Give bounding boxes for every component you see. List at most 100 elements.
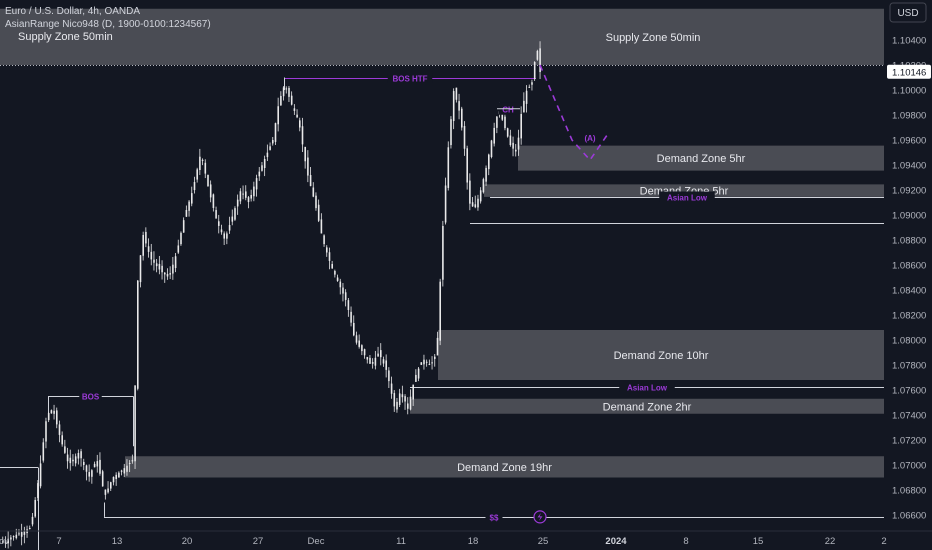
price-tick-label: 1.09400 bbox=[892, 161, 926, 172]
candle-body bbox=[107, 488, 109, 493]
time-tick-label: 25 bbox=[538, 536, 549, 547]
projection-path[interactable] bbox=[539, 64, 609, 162]
candle-body bbox=[366, 356, 369, 360]
candle-body bbox=[96, 461, 99, 467]
candle-body bbox=[309, 175, 312, 187]
candle-body bbox=[396, 401, 398, 410]
candle-body bbox=[409, 396, 412, 410]
price-tick-label: 1.09600 bbox=[892, 136, 926, 147]
candle-body bbox=[112, 476, 115, 483]
candle-body bbox=[272, 140, 274, 144]
candle-body bbox=[204, 162, 207, 174]
candle-body bbox=[2, 541, 4, 543]
zone-box[interactable] bbox=[410, 398, 884, 414]
price-tick-label: 1.07000 bbox=[892, 461, 926, 472]
candle-body bbox=[315, 195, 317, 209]
candle-body bbox=[245, 191, 247, 198]
candle-body bbox=[115, 474, 117, 479]
candle-body bbox=[280, 95, 282, 106]
candle-body bbox=[212, 194, 215, 208]
candle-body bbox=[431, 362, 433, 364]
candle-body bbox=[506, 128, 509, 137]
currency-button[interactable] bbox=[889, 2, 927, 23]
candle-body bbox=[177, 245, 180, 253]
candle-body bbox=[142, 235, 144, 256]
level-label-bg bbox=[659, 191, 715, 203]
zone-box[interactable] bbox=[438, 330, 884, 380]
zone-box[interactable] bbox=[484, 184, 884, 197]
candle-body bbox=[185, 210, 188, 217]
candle-body bbox=[239, 191, 242, 202]
candle-body bbox=[118, 472, 120, 478]
candle-body bbox=[328, 252, 331, 261]
zone-label: Supply Zone 50min bbox=[606, 32, 701, 44]
candle-body bbox=[517, 137, 520, 150]
current-price-tag[interactable] bbox=[887, 64, 931, 79]
candle-body bbox=[15, 534, 18, 539]
candle-body bbox=[64, 446, 66, 453]
level-label-bg bbox=[79, 390, 102, 402]
candle-body bbox=[250, 195, 252, 199]
candle-body bbox=[182, 220, 185, 233]
candle-body bbox=[326, 247, 328, 253]
zones-layer: Supply Zone 50min Supply Zone 50min Demand… bbox=[0, 8, 884, 478]
zone-label: Demand Zone 2hr bbox=[603, 401, 692, 413]
price-tick-label: 1.09200 bbox=[892, 186, 926, 197]
candle-body bbox=[261, 165, 263, 171]
candle-body bbox=[191, 193, 193, 204]
candle-body bbox=[531, 82, 533, 85]
candle-body bbox=[312, 187, 315, 197]
candle-body bbox=[466, 148, 468, 183]
candle-body bbox=[401, 394, 404, 398]
candle-body bbox=[461, 108, 463, 128]
zone-box[interactable] bbox=[125, 456, 884, 478]
zone-box[interactable] bbox=[0, 8, 884, 65]
candle-body bbox=[350, 311, 352, 323]
candle-body bbox=[172, 264, 174, 274]
time-axis[interactable]: ov 7 13 20 27 Dec 11 18 25 2024 8 15 22 2 bbox=[0, 530, 932, 547]
time-tick-label: 15 bbox=[753, 536, 764, 547]
candle-body bbox=[533, 62, 536, 80]
candle-body bbox=[371, 362, 374, 364]
candle-body bbox=[69, 457, 72, 464]
candle-body bbox=[293, 108, 296, 111]
candle-body bbox=[342, 287, 344, 294]
price-tick-label: 1.08200 bbox=[892, 311, 926, 322]
candle-body bbox=[509, 135, 512, 145]
candle-body bbox=[355, 335, 358, 343]
candle-body bbox=[455, 87, 458, 100]
candle-body bbox=[255, 178, 258, 190]
candle-body bbox=[66, 454, 69, 462]
annotation-label: CH bbox=[502, 105, 514, 114]
candle-body bbox=[496, 116, 498, 128]
candle-body bbox=[201, 159, 204, 161]
price-axis[interactable]: USD 1.10400 1.10000 1.09800 1.09600 1.09400 1… bbox=[886, 0, 932, 550]
candle-body bbox=[434, 356, 436, 359]
candle-body bbox=[425, 361, 428, 363]
indicator-legend[interactable]: AsianRange Nico948 (D, 1900-0100:1234567… bbox=[5, 19, 211, 30]
candle-body bbox=[282, 87, 285, 97]
annotation-layer: CH (A) bbox=[497, 64, 609, 162]
lightning-glyph bbox=[537, 512, 543, 521]
zone-box[interactable] bbox=[518, 145, 884, 171]
candle-body bbox=[61, 435, 63, 445]
candle-body bbox=[101, 471, 104, 487]
candle-body bbox=[323, 235, 325, 245]
level-label: $$ bbox=[490, 514, 499, 523]
candle-body bbox=[428, 363, 431, 365]
time-tick-label: ov bbox=[0, 536, 9, 547]
candle-body bbox=[42, 442, 45, 461]
candle-body bbox=[153, 259, 155, 263]
candle-body bbox=[80, 451, 82, 459]
chart-symbol-title[interactable]: Euro / U.S. Dollar, 4h, OANDA bbox=[5, 6, 141, 17]
price-tick-label: 1.08800 bbox=[892, 236, 926, 247]
candle-body bbox=[442, 226, 444, 280]
candle-body bbox=[147, 246, 150, 252]
candle-body bbox=[131, 460, 134, 462]
candle-body bbox=[317, 204, 320, 221]
candle-body bbox=[164, 272, 166, 275]
candle-body bbox=[18, 533, 20, 535]
candle-body bbox=[155, 263, 158, 267]
candle-body bbox=[74, 456, 77, 464]
